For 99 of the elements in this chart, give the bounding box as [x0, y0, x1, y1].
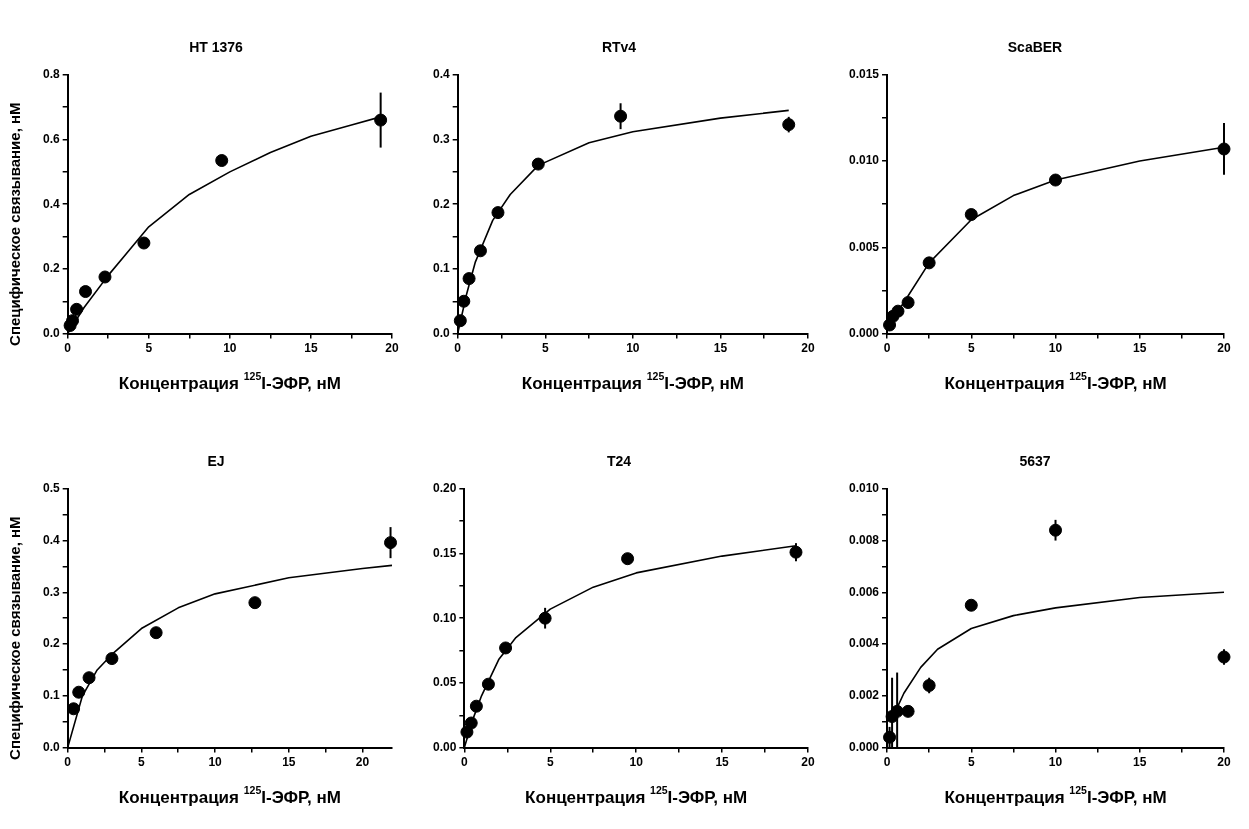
y-axis-title: Специфическое связывание, нМ [6, 516, 24, 760]
y-tick-label: 0.00 [433, 739, 457, 754]
y-tick-label: 0.4 [42, 196, 60, 211]
point [462, 272, 476, 286]
y-tick-label: 0.2 [432, 196, 450, 211]
point [1049, 173, 1063, 187]
x-tick-label: 0 [883, 341, 891, 356]
chart-title: 5637 [1019, 453, 1051, 470]
y-tick-label: 0.4 [432, 67, 450, 82]
chart-title: T24 [606, 453, 632, 470]
x-tick-label: 10 [629, 755, 644, 770]
point [82, 671, 96, 685]
point [481, 677, 495, 691]
y-tick-label: 0.15 [433, 545, 457, 560]
y-tick-label: 0.5 [42, 481, 60, 496]
y-tick-label: 0.000 [849, 325, 880, 340]
y-tick-label: 0.000 [849, 739, 880, 754]
point [464, 716, 478, 730]
y-tick-label: 0.8 [42, 67, 60, 82]
x-tick-label: 15 [1133, 755, 1147, 770]
x-tick-label: 10 [1048, 755, 1063, 770]
x-tick-label: 5 [967, 755, 975, 770]
x-tick-label: 15 [715, 755, 730, 770]
point [453, 314, 467, 328]
chart-title: ScaBER [1007, 39, 1063, 56]
y-tick-label: 0.004 [849, 636, 880, 651]
x-tick-label: 0 [461, 755, 469, 770]
point [72, 685, 86, 699]
x-tick-label: 15 [713, 341, 728, 356]
y-tick-label: 0.05 [433, 675, 457, 690]
y-tick-label: 0.0 [432, 325, 450, 340]
x-tick-label: 10 [223, 341, 237, 356]
x-tick-label: 0 [883, 755, 891, 770]
y-tick-label: 0.3 [432, 131, 450, 146]
point [621, 552, 635, 566]
point [499, 641, 513, 655]
x-tick-label: 15 [1133, 341, 1147, 356]
point [66, 314, 80, 328]
point [964, 598, 978, 612]
point [891, 304, 905, 318]
y-tick-label: 0.002 [849, 688, 880, 703]
x-tick-label: 5 [967, 341, 975, 356]
point [105, 652, 119, 666]
point [531, 157, 545, 171]
x-tick-label: 20 [355, 755, 370, 770]
y-tick-label: 0.1 [42, 688, 60, 703]
x-tick-label: 20 [1217, 341, 1231, 356]
point [457, 294, 471, 308]
y-axis-title: Специфическое связывание, нМ [6, 102, 24, 346]
point [922, 256, 936, 270]
x-tick-label: 5 [138, 755, 146, 770]
x-tick-label: 20 [801, 755, 815, 770]
point [70, 302, 84, 316]
x-tick-label: 0 [64, 755, 72, 770]
x-tick-label: 20 [385, 341, 399, 356]
y-tick-label: 0.0 [42, 739, 60, 754]
x-tick-label: 5 [546, 755, 554, 770]
x-tick-label: 15 [304, 341, 318, 356]
point [149, 626, 163, 640]
x-tick-label: 0 [64, 341, 72, 356]
y-tick-label: 0.008 [849, 532, 880, 547]
x-tick-label: 5 [145, 341, 153, 356]
point [137, 236, 151, 250]
point [964, 208, 978, 222]
point [473, 244, 487, 258]
y-tick-label: 0.015 [849, 67, 880, 82]
point [215, 154, 229, 168]
y-tick-label: 0.2 [42, 636, 60, 651]
point [248, 596, 262, 610]
x-tick-label: 20 [1217, 755, 1231, 770]
x-tick-label: 10 [208, 755, 223, 770]
chart-title: EJ [207, 453, 225, 470]
y-tick-label: 0.005 [849, 239, 880, 254]
point [98, 270, 112, 284]
y-tick-label: 0.010 [849, 153, 880, 168]
point [901, 704, 915, 718]
x-tick-label: 15 [282, 755, 296, 770]
y-tick-label: 0.20 [433, 481, 457, 496]
chart-title: HT 1376 [189, 39, 244, 56]
y-tick-label: 0.3 [42, 584, 60, 599]
x-tick-label: 5 [541, 341, 549, 356]
point [67, 702, 81, 716]
y-tick-label: 0.2 [42, 261, 60, 276]
chart-title: RTv4 [601, 39, 637, 56]
point [79, 285, 93, 299]
y-tick-label: 0.0 [42, 325, 60, 340]
x-tick-label: 10 [1048, 341, 1063, 356]
point [491, 206, 505, 220]
y-tick-label: 0.10 [433, 610, 457, 625]
y-tick-label: 0.4 [42, 532, 60, 547]
y-tick-label: 0.010 [849, 481, 880, 496]
point [469, 699, 483, 713]
x-tick-label: 0 [454, 341, 462, 356]
x-tick-label: 10 [626, 341, 640, 356]
y-tick-label: 0.006 [849, 584, 880, 599]
x-tick-label: 20 [801, 341, 815, 356]
y-tick-label: 0.6 [42, 131, 60, 146]
point [901, 296, 915, 310]
y-tick-label: 0.1 [432, 261, 450, 276]
